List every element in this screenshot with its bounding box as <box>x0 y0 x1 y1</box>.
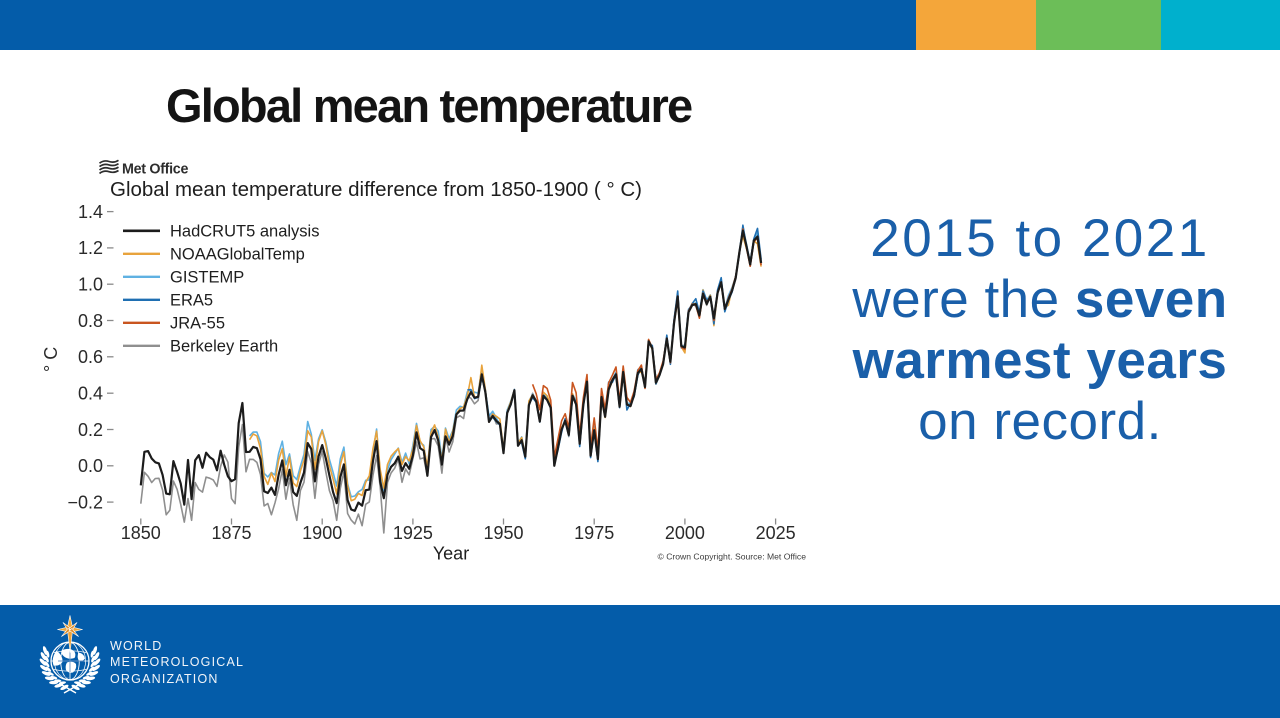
svg-text:© Crown Copyright. Source: Met: © Crown Copyright. Source: Met Office <box>657 552 806 562</box>
svg-text:JRA-55: JRA-55 <box>170 315 225 333</box>
svg-text:2025: 2025 <box>756 523 796 543</box>
svg-text:GISTEMP: GISTEMP <box>170 269 244 287</box>
svg-text:1.0: 1.0 <box>78 275 103 295</box>
svg-text:0.6: 0.6 <box>78 347 103 367</box>
svg-text:Year: Year <box>433 543 469 563</box>
svg-text:° C: ° C <box>41 347 61 372</box>
svg-text:NOAAGlobalTemp: NOAAGlobalTemp <box>170 246 305 264</box>
svg-text:1975: 1975 <box>574 523 614 543</box>
svg-text:1900: 1900 <box>302 523 342 543</box>
svg-text:0.4: 0.4 <box>78 384 103 404</box>
svg-text:HadCRUT5 analysis: HadCRUT5 analysis <box>170 223 319 241</box>
svg-text:Berkeley Earth: Berkeley Earth <box>170 338 278 356</box>
svg-text:1850: 1850 <box>121 523 161 543</box>
svg-text:Met Office: Met Office <box>122 162 188 178</box>
svg-text:1.2: 1.2 <box>78 238 103 258</box>
svg-text:0.8: 0.8 <box>78 311 103 331</box>
svg-text:1.4: 1.4 <box>78 202 103 222</box>
svg-text:0.2: 0.2 <box>78 420 103 440</box>
svg-text:2000: 2000 <box>665 523 705 543</box>
svg-text:−0.2: −0.2 <box>67 492 103 512</box>
svg-text:Global mean temperature differ: Global mean temperature difference from … <box>110 178 642 201</box>
svg-text:ERA5: ERA5 <box>170 292 213 310</box>
svg-text:1875: 1875 <box>211 523 251 543</box>
svg-text:0.0: 0.0 <box>78 456 103 476</box>
svg-text:1925: 1925 <box>393 523 433 543</box>
svg-text:1950: 1950 <box>483 523 523 543</box>
